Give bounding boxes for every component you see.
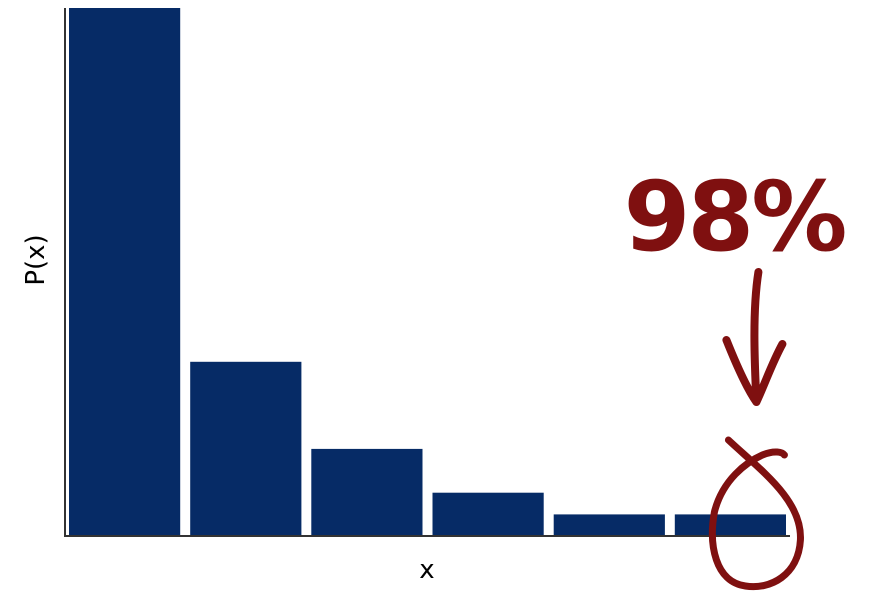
annotation-marks [708, 268, 804, 591]
bar-4 [432, 492, 544, 536]
x-axis-label: x [419, 555, 434, 585]
annotation-loop [708, 436, 804, 591]
bar-1 [69, 8, 181, 536]
bar-3 [311, 448, 423, 536]
bar-5 [553, 514, 665, 536]
y-axis-label: P(x) [21, 234, 51, 285]
annotation-text: 98% [624, 161, 846, 273]
annotation-arrow [722, 268, 787, 406]
bars-group [69, 8, 786, 536]
bar-2 [190, 361, 302, 536]
bar-6 [674, 514, 786, 536]
